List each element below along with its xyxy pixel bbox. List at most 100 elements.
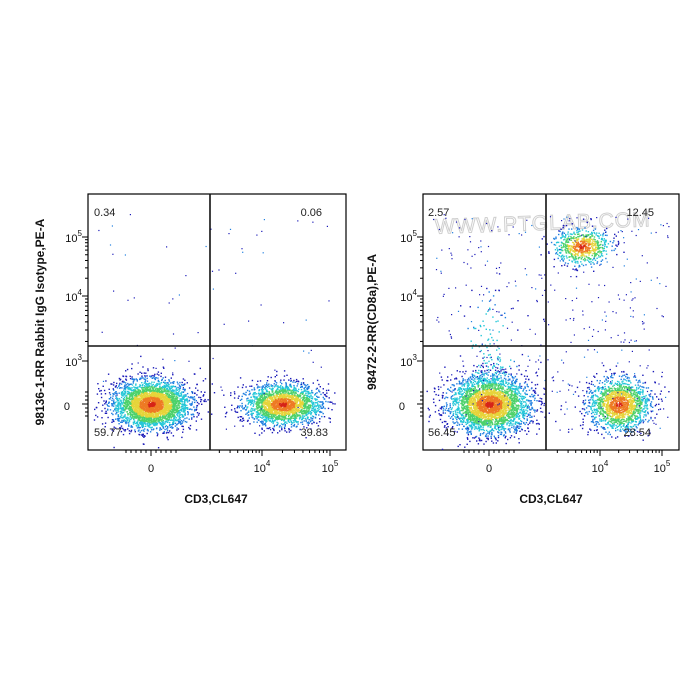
event-dot bbox=[287, 397, 289, 400]
event-dot bbox=[259, 416, 262, 418]
event-dot bbox=[173, 422, 175, 425]
event-dot bbox=[155, 387, 157, 389]
event-dot bbox=[101, 423, 104, 425]
event-dot bbox=[129, 397, 131, 399]
event-dot bbox=[122, 404, 125, 407]
event-dot bbox=[155, 405, 158, 407]
event-dot bbox=[286, 387, 289, 389]
event-dot bbox=[306, 394, 309, 397]
event-dot bbox=[170, 424, 172, 426]
event-dot bbox=[153, 418, 155, 420]
event-dot bbox=[264, 403, 267, 406]
event-dot bbox=[111, 399, 113, 402]
event-dot bbox=[272, 427, 274, 430]
event-dot bbox=[297, 405, 299, 408]
event-dot bbox=[182, 431, 184, 433]
event-dot bbox=[285, 397, 287, 400]
event-dot bbox=[270, 411, 272, 413]
event-dot bbox=[173, 406, 175, 409]
event-dot bbox=[285, 390, 287, 393]
event-dot bbox=[107, 405, 109, 407]
event-dot bbox=[142, 424, 144, 426]
event-dot bbox=[188, 426, 190, 429]
event-dot bbox=[189, 408, 192, 410]
event-dot bbox=[172, 393, 174, 395]
event-dot bbox=[158, 381, 160, 383]
event-dot bbox=[170, 407, 172, 410]
event-dot bbox=[183, 404, 185, 406]
event-dot bbox=[123, 398, 126, 401]
event-dot bbox=[152, 367, 155, 369]
event-dot bbox=[306, 414, 308, 416]
event-dot bbox=[301, 391, 304, 393]
event-dot bbox=[138, 405, 140, 407]
event-dot bbox=[132, 395, 134, 397]
event-dot bbox=[127, 393, 129, 396]
event-dot bbox=[181, 415, 184, 417]
event-dot bbox=[132, 389, 135, 392]
event-dot bbox=[292, 398, 294, 400]
event-dot bbox=[166, 397, 168, 399]
event-dot bbox=[181, 407, 183, 410]
event-dot bbox=[160, 394, 162, 397]
event-dot bbox=[141, 398, 144, 400]
event-dot bbox=[149, 403, 152, 405]
event-dot bbox=[120, 421, 123, 423]
event-dot bbox=[132, 394, 134, 396]
event-dot bbox=[259, 421, 262, 423]
event-dot bbox=[150, 389, 152, 391]
event-dot bbox=[236, 411, 239, 413]
event-dot bbox=[122, 397, 125, 400]
event-dot bbox=[110, 396, 112, 399]
event-dot bbox=[290, 380, 292, 382]
event-dot bbox=[237, 386, 239, 388]
event-dot bbox=[152, 409, 154, 411]
event-dot bbox=[262, 385, 264, 387]
event-dot bbox=[163, 403, 166, 405]
event-dot bbox=[184, 399, 187, 401]
event-dot bbox=[148, 426, 150, 428]
event-dot bbox=[104, 426, 106, 428]
event-dot bbox=[113, 393, 115, 396]
event-dot bbox=[264, 408, 266, 410]
event-dot bbox=[273, 409, 275, 411]
event-dot bbox=[282, 394, 285, 396]
event-dot bbox=[113, 399, 115, 401]
event-dot bbox=[287, 410, 289, 413]
event-dot bbox=[104, 393, 107, 395]
event-dot bbox=[173, 397, 175, 400]
event-dot bbox=[288, 421, 291, 423]
event-dot bbox=[117, 409, 119, 411]
event-dot bbox=[133, 413, 135, 415]
event-dot bbox=[141, 388, 143, 391]
event-dot bbox=[176, 406, 178, 409]
event-dot bbox=[314, 392, 317, 395]
event-dot bbox=[252, 408, 254, 410]
event-dot bbox=[255, 405, 258, 408]
event-dot bbox=[121, 391, 124, 394]
event-dot bbox=[198, 412, 200, 415]
event-dot bbox=[292, 401, 295, 403]
event-dot bbox=[274, 419, 276, 422]
event-dot bbox=[144, 387, 146, 389]
event-dot bbox=[153, 391, 156, 394]
event-dot bbox=[156, 415, 159, 417]
event-dot bbox=[153, 400, 155, 403]
event-dot bbox=[180, 392, 182, 394]
event-dot bbox=[279, 396, 282, 398]
event-dot bbox=[155, 427, 158, 430]
event-dot bbox=[181, 401, 183, 403]
event-dot bbox=[141, 387, 143, 389]
event-dot bbox=[296, 401, 298, 403]
event-dot bbox=[264, 401, 267, 403]
event-dot bbox=[193, 396, 196, 398]
event-dot bbox=[118, 423, 120, 425]
event-dot bbox=[127, 405, 129, 408]
event-dot bbox=[275, 396, 277, 399]
event-dot bbox=[162, 420, 164, 423]
event-dot bbox=[124, 420, 127, 422]
event-dot bbox=[191, 403, 193, 405]
event-dot bbox=[179, 402, 181, 404]
event-dot bbox=[127, 402, 129, 405]
event-dot bbox=[134, 389, 136, 391]
